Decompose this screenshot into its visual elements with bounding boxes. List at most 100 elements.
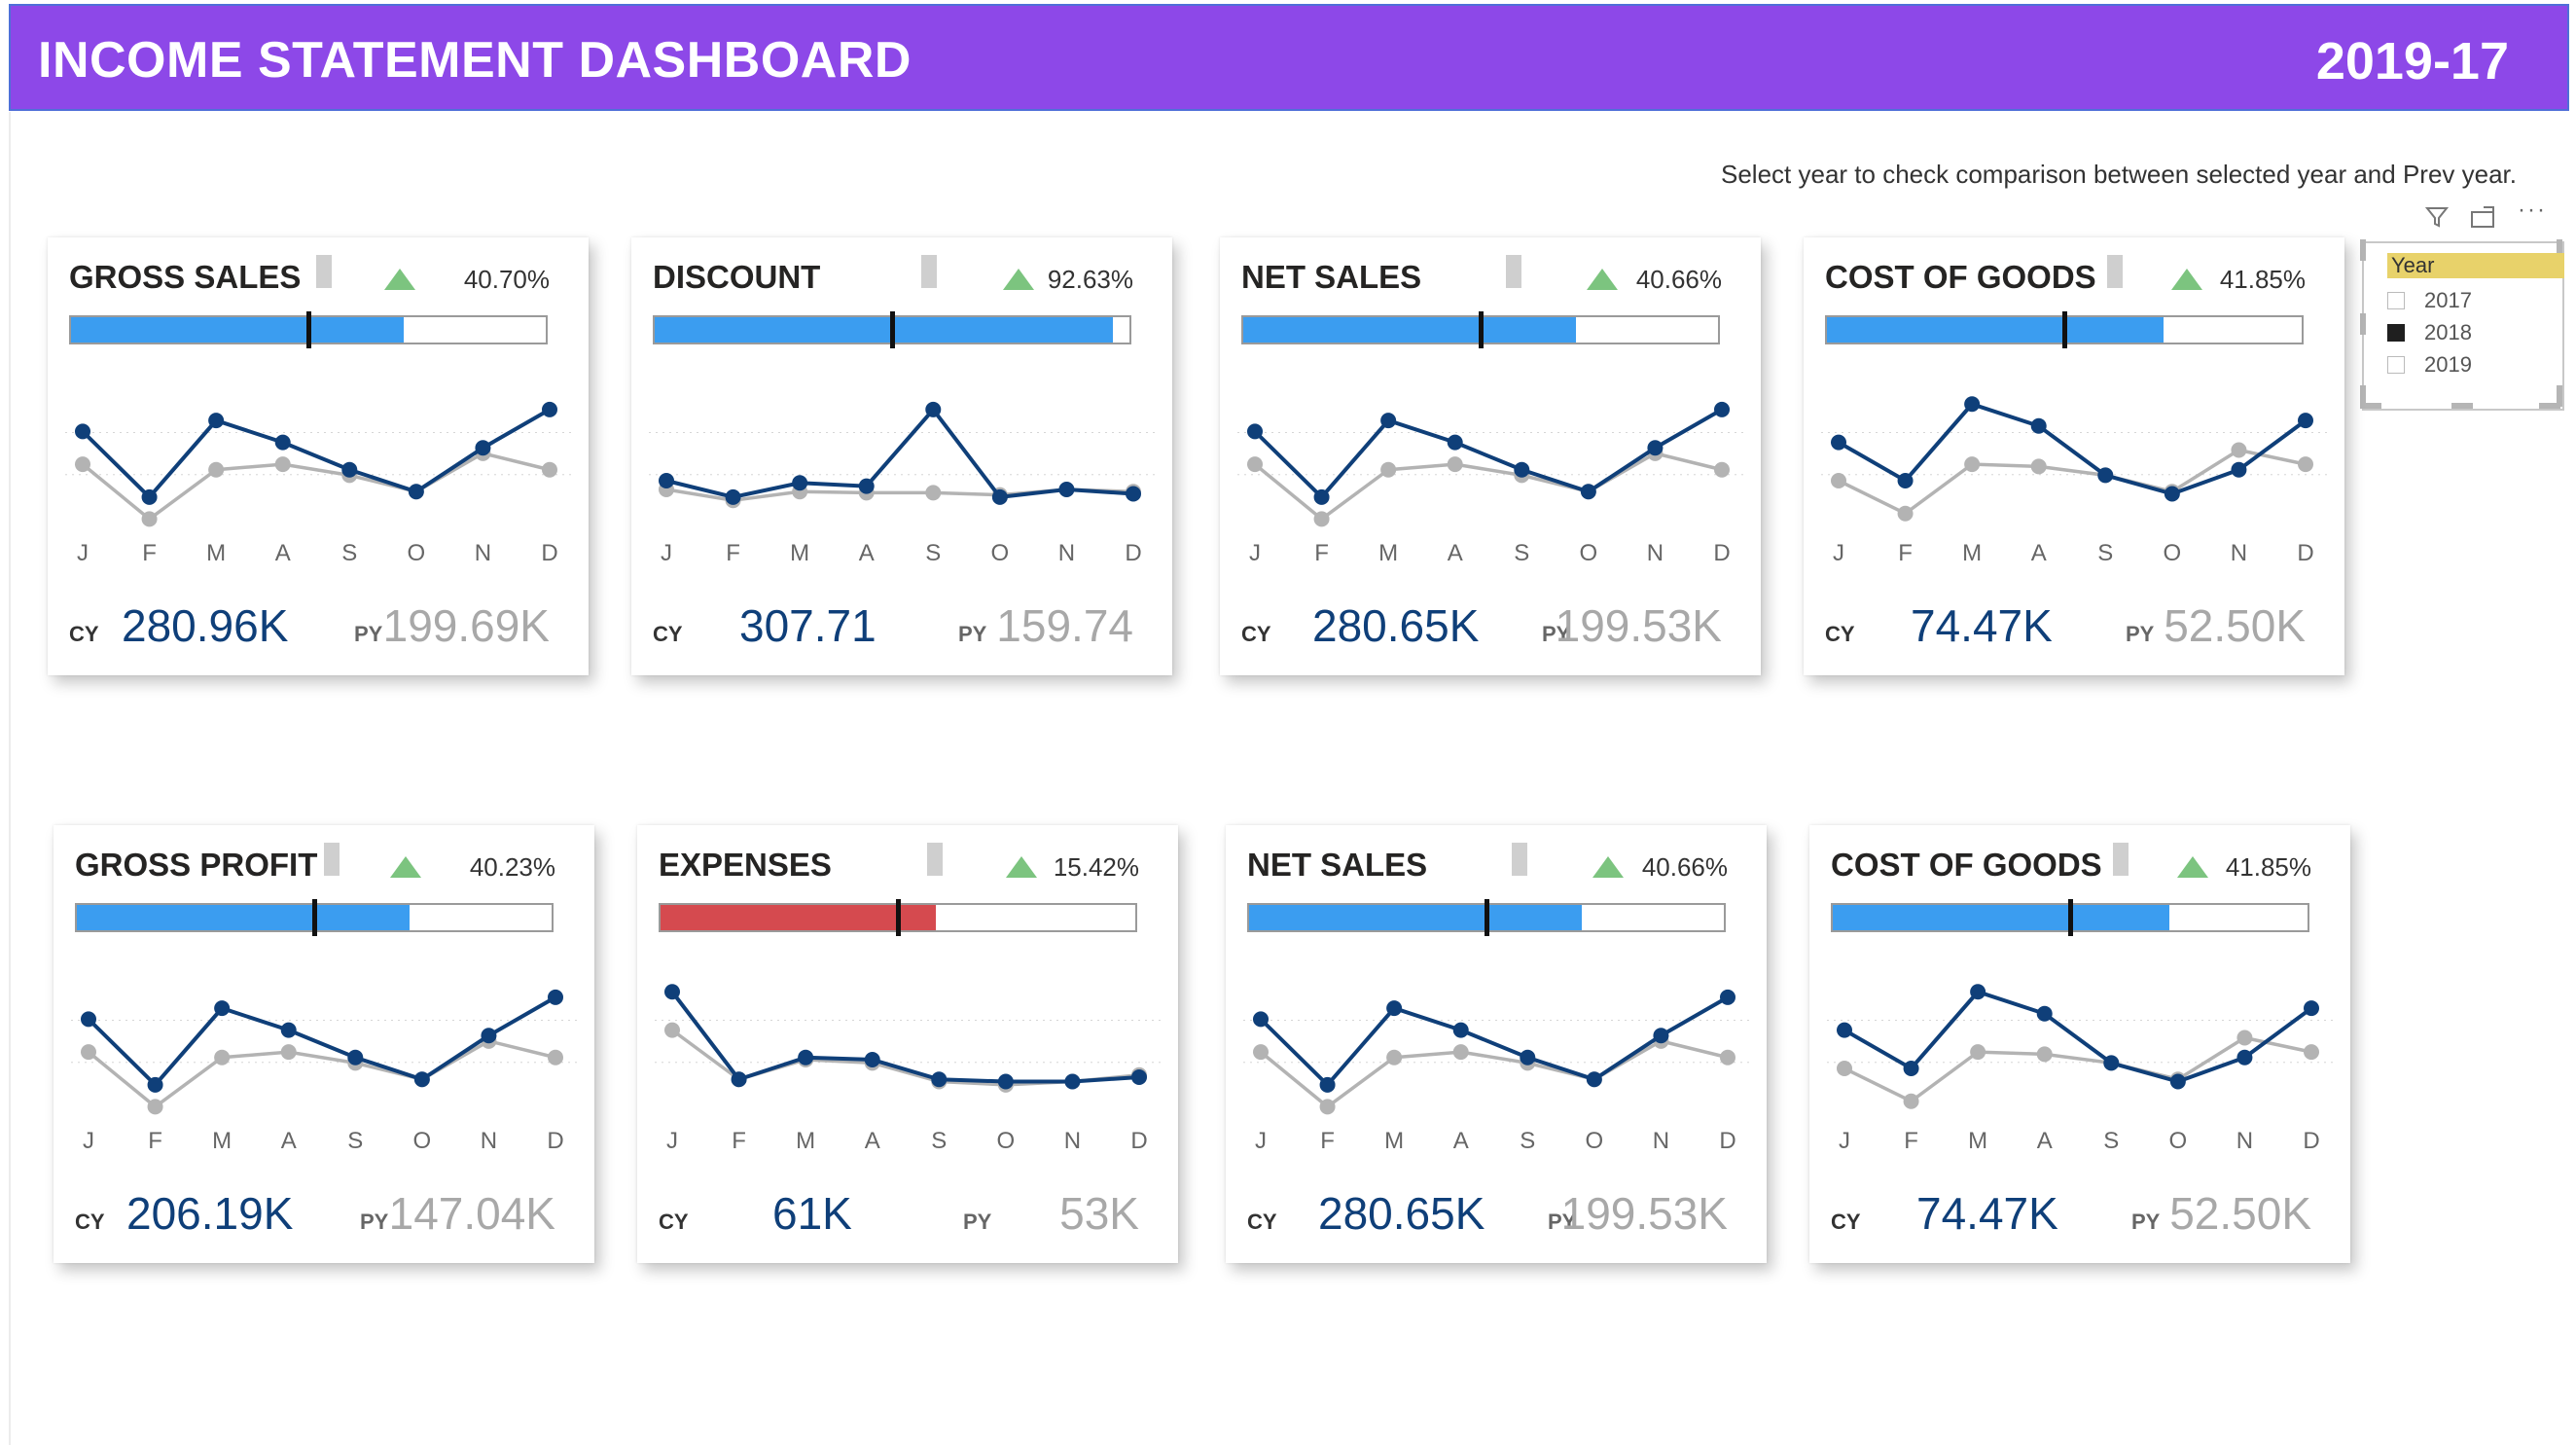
slicer-item-2018[interactable]: 2018 <box>2387 319 2472 346</box>
kpi-card-discount[interactable]: DISCOUNT 92.63% J F M A S O N D CY 307.71 PY 15… <box>631 237 1172 675</box>
py-label: PY <box>360 1210 389 1234</box>
x-tick-label: N <box>2236 1128 2253 1154</box>
cy-value: 280.65K <box>1312 600 1480 651</box>
py-data-point <box>147 1099 163 1115</box>
resize-handle[interactable] <box>2360 313 2366 335</box>
filter-icon[interactable] <box>2424 204 2450 236</box>
trend-up-icon <box>1006 856 1037 878</box>
py-value: 53K <box>1059 1188 1139 1239</box>
x-tick-label: S <box>341 540 357 566</box>
x-tick-label: S <box>347 1128 363 1154</box>
x-tick-label: M <box>212 1128 232 1154</box>
x-tick-label: D <box>1719 1128 1735 1154</box>
cy-data-point <box>147 1076 163 1093</box>
trend-up-icon <box>1592 856 1624 878</box>
progress-fill <box>77 905 410 930</box>
x-tick-label: J <box>77 540 89 566</box>
cy-data-point <box>75 423 90 440</box>
kpi-card-gross-sales[interactable]: GROSS SALES 40.70% J F M A S O N D CY 280.96K P… <box>48 237 589 675</box>
resize-handle[interactable] <box>2360 239 2366 261</box>
x-tick-label: F <box>1320 1128 1335 1154</box>
x-tick-label: D <box>547 1128 563 1154</box>
grey-marker <box>921 255 937 288</box>
x-tick-label: N <box>1058 540 1075 566</box>
cy-data-point <box>208 413 225 429</box>
x-tick-label: O <box>413 1128 432 1154</box>
resize-handle[interactable] <box>2360 403 2381 409</box>
cy-data-point <box>1319 1076 1336 1093</box>
more-options-icon[interactable]: ··· <box>2518 197 2547 223</box>
x-tick-label: D <box>2297 540 2313 566</box>
progress-fill <box>1833 905 2170 930</box>
resize-handle[interactable] <box>2557 385 2562 407</box>
cy-value: 206.19K <box>126 1188 294 1239</box>
cy-data-point <box>2103 1055 2120 1071</box>
x-tick-label: N <box>481 1128 497 1154</box>
x-tick-label: S <box>925 540 941 566</box>
x-tick-label: M <box>796 1128 815 1154</box>
x-tick-label: M <box>1962 540 1982 566</box>
resize-handle[interactable] <box>2539 403 2560 409</box>
cy-data-point <box>347 1049 364 1066</box>
py-data-point <box>1319 1099 1336 1115</box>
py-data-point <box>141 511 158 527</box>
card-title: GROSS PROFIT <box>75 847 318 883</box>
checkbox[interactable] <box>2387 356 2405 374</box>
dashboard-header: INCOME STATEMENT DASHBOARD 2019-17 <box>9 4 2569 111</box>
x-tick-label: M <box>1378 540 1398 566</box>
cy-data-point <box>2231 461 2247 478</box>
target-marker <box>306 311 311 348</box>
progress-bar <box>659 899 1137 936</box>
dashboard-title: INCOME STATEMENT DASHBOARD <box>38 32 912 89</box>
cy-data-point <box>864 1052 880 1067</box>
x-tick-label: O <box>1586 1128 1604 1154</box>
py-series-line <box>1843 1035 2312 1103</box>
trend-up-icon <box>390 856 421 878</box>
cy-label: CY <box>653 622 683 646</box>
x-tick-label: A <box>281 1128 297 1154</box>
focus-mode-icon[interactable] <box>2469 204 2496 236</box>
py-label: PY <box>963 1210 992 1234</box>
py-data-point <box>1380 461 1397 478</box>
year-slicer[interactable]: Year 2017 2018 2019 <box>2360 239 2564 411</box>
py-label: PY <box>958 622 987 646</box>
checkbox-checked[interactable] <box>2387 324 2405 342</box>
cy-data-point <box>1253 1011 1269 1028</box>
progress-bar <box>653 311 1131 348</box>
checkbox[interactable] <box>2387 292 2405 309</box>
cy-data-point <box>1837 1022 1852 1038</box>
cy-data-point <box>1897 473 1914 488</box>
py-data-point <box>1447 456 1463 473</box>
x-tick-label: M <box>790 540 809 566</box>
cy-data-point <box>1586 1071 1602 1088</box>
cy-value: 74.47K <box>1916 1188 2058 1239</box>
card-title: COST OF GOODS <box>1831 847 2102 883</box>
resize-handle[interactable] <box>2360 385 2366 407</box>
py-value: 52.50K <box>2169 1188 2311 1239</box>
cy-data-point <box>214 1000 231 1017</box>
py-series-line <box>1259 1039 1729 1109</box>
x-tick-label: O <box>2169 1128 2188 1154</box>
slicer-item-2019[interactable]: 2019 <box>2387 351 2472 379</box>
py-label: PY <box>1542 622 1571 646</box>
kpi-card-expenses[interactable]: EXPENSES 15.42% J F M A S O N D CY 61K PY 53K <box>637 825 1178 1263</box>
py-label: PY <box>354 622 383 646</box>
cy-data-point <box>1247 423 1263 440</box>
x-tick-label: F <box>732 1128 746 1154</box>
resize-handle[interactable] <box>2451 403 2473 409</box>
py-data-point <box>2036 1046 2053 1063</box>
resize-handle[interactable] <box>2557 239 2562 261</box>
py-data-point <box>1386 1049 1403 1066</box>
py-data-point <box>1903 1093 1919 1109</box>
slicer-item-2017[interactable]: 2017 <box>2387 287 2472 314</box>
card-title: COST OF GOODS <box>1825 259 2096 295</box>
cy-data-point <box>1714 401 1730 417</box>
